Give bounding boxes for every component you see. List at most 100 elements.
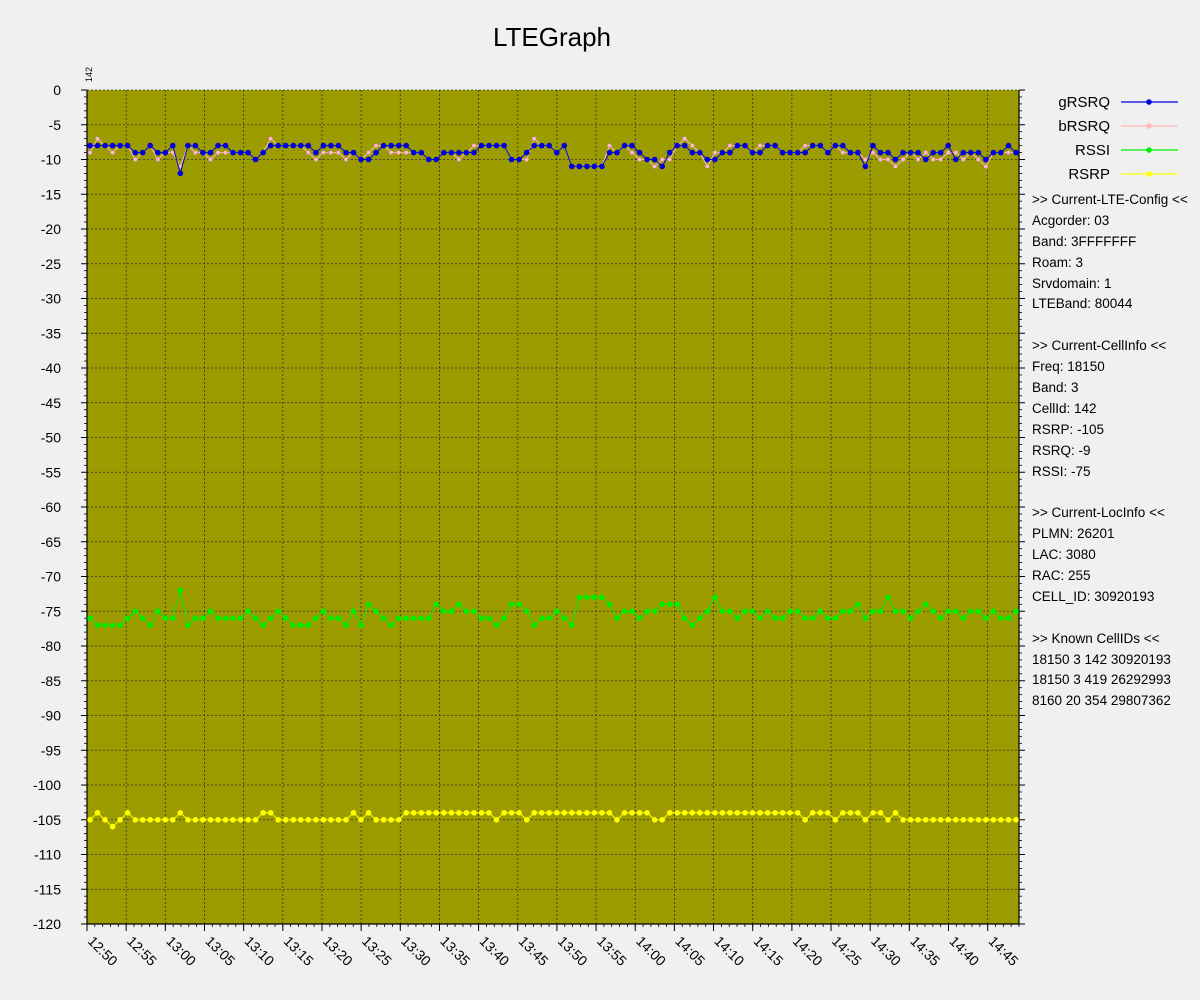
x-tick-label: 13:00 bbox=[163, 933, 199, 969]
data-point-RSRP bbox=[621, 810, 628, 816]
data-point-gRSRQ bbox=[456, 149, 462, 156]
data-point-RSSI bbox=[155, 608, 161, 615]
data-point-RSSI bbox=[486, 615, 492, 621]
x-tick-label: 13:55 bbox=[594, 933, 630, 969]
data-point-gRSRQ bbox=[335, 142, 342, 149]
data-point-gRSRQ bbox=[915, 149, 921, 156]
data-point-RSRP bbox=[456, 810, 462, 816]
data-point-gRSRQ bbox=[794, 149, 801, 156]
data-point-RSRP bbox=[576, 810, 583, 816]
data-point-bRSRQ bbox=[335, 150, 341, 156]
data-point-RSSI bbox=[365, 601, 372, 608]
legend-label: gRSRQ bbox=[1058, 94, 1110, 111]
series-line-RSRP bbox=[89, 812, 1016, 828]
data-point-gRSRQ bbox=[162, 149, 169, 156]
data-point-gRSRQ bbox=[614, 149, 620, 156]
data-point-RSSI bbox=[644, 608, 650, 615]
data-point-RSSI bbox=[998, 615, 1004, 621]
info-line: Band: 3 bbox=[1032, 380, 1079, 396]
data-point-gRSRQ bbox=[486, 142, 492, 149]
data-point-RSSI bbox=[636, 615, 643, 621]
data-point-gRSRQ bbox=[177, 170, 184, 177]
data-point-RSRP bbox=[170, 817, 176, 823]
data-point-RSSI bbox=[817, 608, 824, 615]
info-line: Roam: 3 bbox=[1032, 254, 1084, 270]
data-point-RSRP bbox=[554, 810, 560, 816]
data-point-gRSRQ bbox=[501, 142, 507, 149]
data-point-gRSRQ bbox=[584, 163, 590, 170]
x-tick-label: 13:30 bbox=[398, 933, 434, 969]
data-point-bRSRQ bbox=[915, 157, 921, 162]
y-tick-label: -85 bbox=[41, 673, 61, 689]
data-point-RSSI bbox=[975, 608, 982, 615]
data-point-bRSRQ bbox=[373, 143, 379, 149]
y-tick-label: -95 bbox=[41, 742, 61, 758]
x-tick-label: 13:05 bbox=[202, 933, 238, 969]
data-point-gRSRQ bbox=[215, 142, 221, 149]
data-point-RSRP bbox=[282, 817, 289, 823]
legend-marker bbox=[1146, 147, 1152, 153]
data-point-gRSRQ bbox=[855, 149, 861, 156]
x-tick-label: 14:15 bbox=[751, 933, 787, 969]
data-point-RSSI bbox=[697, 615, 703, 621]
data-point-RSRP bbox=[960, 817, 967, 823]
data-point-RSRP bbox=[147, 817, 153, 823]
info-line: RAC: 255 bbox=[1032, 568, 1091, 584]
data-point-gRSRQ bbox=[418, 149, 425, 156]
corner-cell-label: 142 bbox=[84, 67, 94, 82]
x-tick-label: 14:00 bbox=[633, 933, 669, 969]
data-point-RSRP bbox=[1005, 817, 1012, 823]
data-point-RSSI bbox=[930, 608, 936, 615]
data-point-RSSI bbox=[900, 608, 906, 615]
data-point-gRSRQ bbox=[132, 149, 138, 156]
data-point-bRSRQ bbox=[366, 150, 372, 156]
data-point-gRSRQ bbox=[712, 156, 718, 163]
info-panel: >> Current-LTE-Config << Acgorder: 03 Band… bbox=[1032, 190, 1200, 712]
data-point-RSSI bbox=[313, 615, 319, 621]
data-point-RSRP bbox=[629, 810, 635, 816]
data-point-RSSI bbox=[147, 622, 153, 628]
legend-item-RSRP: RSRP bbox=[1068, 166, 1178, 183]
data-point-RSSI bbox=[742, 608, 748, 615]
data-point-gRSRQ bbox=[516, 156, 522, 163]
data-point-RSRP bbox=[832, 817, 839, 823]
data-point-RSRP bbox=[546, 810, 552, 816]
data-point-gRSRQ bbox=[990, 149, 997, 156]
data-point-RSSI bbox=[192, 615, 199, 621]
data-point-gRSRQ bbox=[689, 149, 696, 156]
data-point-RSSI bbox=[757, 615, 763, 621]
x-tick-label: 14:40 bbox=[946, 933, 982, 969]
data-point-gRSRQ bbox=[809, 142, 816, 149]
data-point-bRSRQ bbox=[223, 150, 228, 156]
y-tick-label: -75 bbox=[41, 603, 61, 619]
data-point-gRSRQ bbox=[313, 149, 319, 156]
data-point-RSRP bbox=[328, 817, 334, 823]
x-tick-label: 14:45 bbox=[986, 933, 1022, 969]
data-point-RSRP bbox=[313, 817, 319, 823]
data-point-RSRP bbox=[915, 817, 921, 823]
data-point-RSSI bbox=[727, 608, 733, 615]
data-point-RSRP bbox=[426, 810, 432, 816]
data-point-RSRP bbox=[448, 810, 455, 816]
legend: gRSRQ bRSRQ RSSI RSRP bbox=[1058, 94, 1178, 183]
info-section-header: >> Current-LocInfo << bbox=[1032, 505, 1165, 521]
data-point-gRSRQ bbox=[599, 163, 605, 170]
data-point-RSRP bbox=[862, 817, 869, 823]
data-point-bRSRQ bbox=[637, 157, 643, 162]
series-group bbox=[87, 136, 1019, 830]
info-section-header: >> Current-CellInfo << bbox=[1032, 338, 1167, 354]
data-point-bRSRQ bbox=[712, 150, 718, 156]
data-point-bRSRQ bbox=[110, 150, 116, 156]
data-point-RSSI bbox=[162, 615, 169, 621]
data-point-RSRP bbox=[681, 810, 688, 816]
data-point-RSRP bbox=[109, 823, 116, 830]
data-point-RSRP bbox=[907, 817, 914, 823]
data-point-RSRP bbox=[599, 810, 605, 816]
y-tick-label: -110 bbox=[34, 847, 61, 863]
data-point-RSRP bbox=[410, 810, 417, 816]
x-tick-label: 13:20 bbox=[320, 933, 356, 969]
x-tick-label: 13:45 bbox=[516, 933, 552, 969]
data-point-gRSRQ bbox=[478, 142, 485, 149]
data-point-gRSRQ bbox=[117, 142, 123, 149]
data-point-RSSI bbox=[222, 615, 229, 621]
